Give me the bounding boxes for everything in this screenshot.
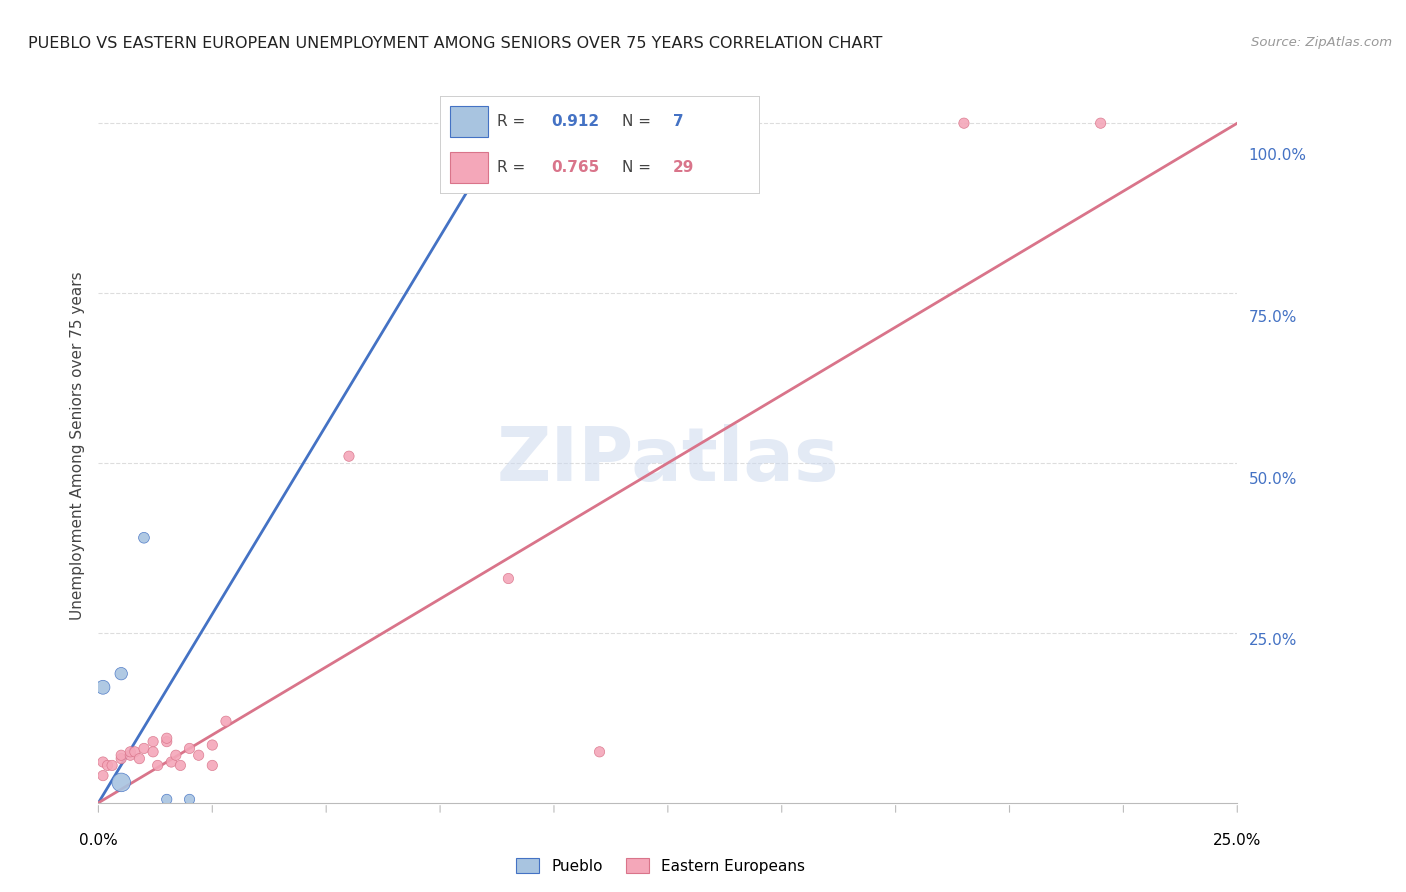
Y-axis label: Unemployment Among Seniors over 75 years: Unemployment Among Seniors over 75 years bbox=[69, 272, 84, 620]
Legend: Pueblo, Eastern Europeans: Pueblo, Eastern Europeans bbox=[510, 852, 811, 880]
Point bbox=[169, 758, 191, 772]
Point bbox=[142, 745, 165, 759]
Point bbox=[124, 745, 146, 759]
Point bbox=[215, 714, 238, 729]
Point bbox=[146, 758, 169, 772]
Point bbox=[110, 751, 132, 765]
Text: 100.0%: 100.0% bbox=[1249, 148, 1306, 163]
Point bbox=[132, 741, 155, 756]
Text: 0.0%: 0.0% bbox=[79, 833, 118, 848]
Text: Source: ZipAtlas.com: Source: ZipAtlas.com bbox=[1251, 36, 1392, 49]
Text: PUEBLO VS EASTERN EUROPEAN UNEMPLOYMENT AMONG SENIORS OVER 75 YEARS CORRELATION : PUEBLO VS EASTERN EUROPEAN UNEMPLOYMENT … bbox=[28, 36, 883, 51]
Text: 25.0%: 25.0% bbox=[1213, 833, 1261, 848]
Point bbox=[128, 751, 150, 765]
Point bbox=[101, 758, 124, 772]
Point bbox=[156, 734, 179, 748]
Point bbox=[953, 116, 976, 130]
Point bbox=[179, 792, 201, 806]
Point bbox=[156, 731, 179, 746]
Point bbox=[110, 666, 132, 681]
Point bbox=[142, 734, 165, 748]
Point bbox=[91, 769, 114, 783]
Point bbox=[201, 758, 224, 772]
Point bbox=[132, 531, 155, 545]
Point bbox=[160, 755, 183, 769]
Point bbox=[179, 741, 201, 756]
Point bbox=[91, 755, 114, 769]
Point bbox=[165, 748, 187, 763]
Point bbox=[498, 572, 520, 586]
Text: 50.0%: 50.0% bbox=[1249, 472, 1296, 487]
Point bbox=[96, 758, 118, 772]
Point bbox=[156, 792, 179, 806]
Point bbox=[110, 775, 132, 789]
Point bbox=[588, 745, 610, 759]
Text: ZIPatlas: ZIPatlas bbox=[496, 424, 839, 497]
Point bbox=[120, 748, 142, 763]
Point bbox=[201, 738, 224, 752]
Point bbox=[91, 680, 114, 694]
Text: 25.0%: 25.0% bbox=[1249, 633, 1296, 648]
Point bbox=[110, 748, 132, 763]
Point bbox=[337, 449, 360, 463]
Text: 75.0%: 75.0% bbox=[1249, 310, 1296, 325]
Point bbox=[474, 116, 496, 130]
Point bbox=[187, 748, 209, 763]
Point bbox=[1090, 116, 1112, 130]
Point bbox=[120, 745, 142, 759]
